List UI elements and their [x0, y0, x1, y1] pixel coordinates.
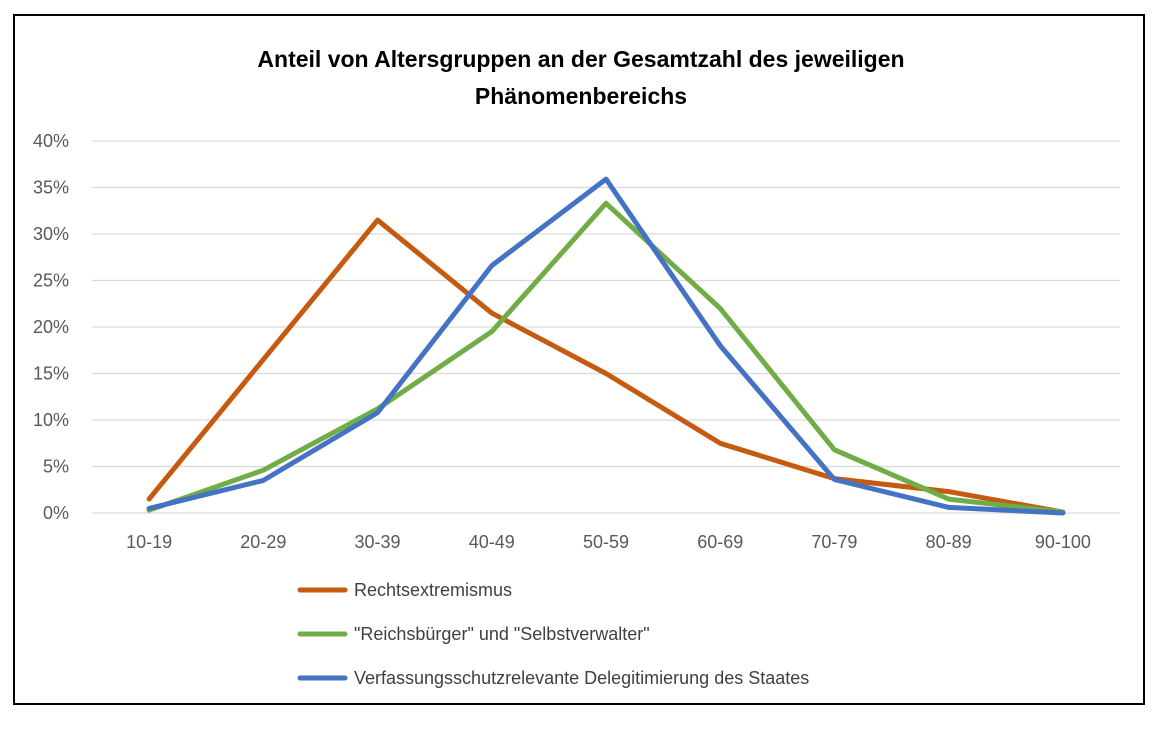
series-line-1	[146, 217, 1066, 515]
chart-title-line-2: Phänomenbereichs	[475, 83, 687, 109]
y-tick-label: 15%	[33, 364, 69, 384]
x-axis-ticks: 10-19 20-29 30-39 40-49 50-59 60-69 70-79 80-89…	[126, 532, 1091, 552]
series-lines	[146, 176, 1066, 516]
legend: Rechtsextremismus "Reichsbürger" und "Sel…	[297, 580, 809, 688]
series-line-3	[146, 176, 1066, 516]
y-tick-label: 35%	[33, 178, 69, 198]
legend-label: Verfassungsschutzrelevante Delegitimieru…	[354, 668, 809, 688]
legend-item: Verfassungsschutzrelevante Delegitimieru…	[297, 668, 809, 688]
legend-label: "Reichsbürger" und "Selbstverwalter"	[354, 624, 650, 644]
x-tick-label: 40-49	[469, 532, 515, 552]
y-tick-label: 10%	[33, 410, 69, 430]
x-tick-label: 30-39	[355, 532, 401, 552]
x-tick-label: 60-69	[697, 532, 743, 552]
y-tick-label: 30%	[33, 224, 69, 244]
y-axis-ticks: 0% 5% 10% 15% 20% 25% 30% 35% 40%	[33, 131, 69, 523]
chart-title: Anteil von Altersgruppen an der Gesamtza…	[257, 46, 904, 109]
y-tick-label: 20%	[33, 317, 69, 337]
chart-frame: Anteil von Altersgruppen an der Gesamtza…	[13, 14, 1145, 705]
line-chart: Anteil von Altersgruppen an der Gesamtza…	[33, 46, 1120, 688]
y-tick-label: 0%	[43, 503, 69, 523]
y-tick-label: 5%	[43, 457, 69, 477]
gridlines	[92, 140, 1120, 514]
x-tick-label: 70-79	[811, 532, 857, 552]
series-line-2	[146, 200, 1066, 515]
x-tick-label: 90-100	[1035, 532, 1091, 552]
legend-item: "Reichsbürger" und "Selbstverwalter"	[297, 624, 650, 644]
x-tick-label: 20-29	[240, 532, 286, 552]
legend-label: Rechtsextremismus	[354, 580, 512, 600]
x-tick-label: 50-59	[583, 532, 629, 552]
chart-title-line-1: Anteil von Altersgruppen an der Gesamtza…	[257, 46, 904, 72]
x-tick-label: 80-89	[926, 532, 972, 552]
legend-item: Rechtsextremismus	[297, 580, 512, 600]
y-tick-label: 40%	[33, 131, 69, 151]
y-tick-label: 25%	[33, 271, 69, 291]
x-tick-label: 10-19	[126, 532, 172, 552]
